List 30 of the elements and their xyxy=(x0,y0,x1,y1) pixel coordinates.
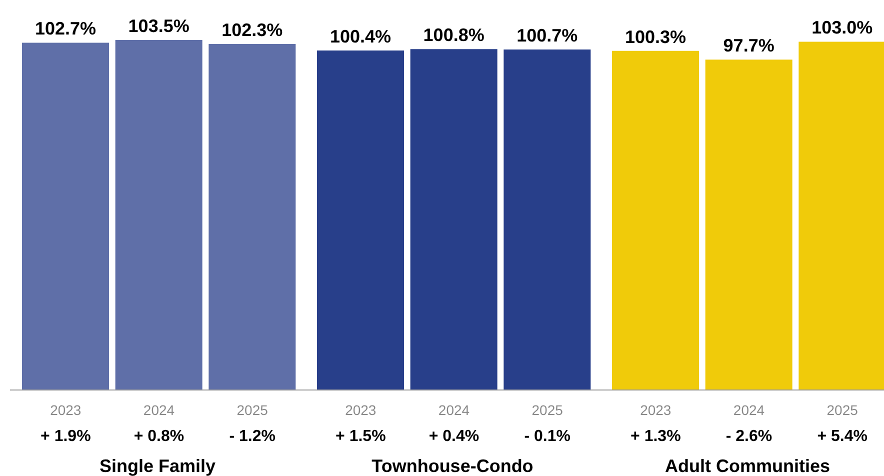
x-axis-title: Single Family xyxy=(99,456,216,476)
x-tick-label: 2024 xyxy=(438,402,470,418)
data-label: 100.4% xyxy=(330,26,392,46)
data-label: 100.8% xyxy=(423,25,484,46)
x-tick-label: 2025 xyxy=(532,402,564,418)
text: + 1.3% xyxy=(630,428,681,445)
x-tick-label: 2023 xyxy=(50,402,82,418)
data-label: 100.7% xyxy=(516,25,578,46)
text: + 5.4% xyxy=(817,428,868,445)
x-tick-label: 2025 xyxy=(826,402,858,418)
text: + 0.8% xyxy=(134,428,184,445)
text: - 2.6% xyxy=(726,428,772,445)
x-tick-label: 2023 xyxy=(640,402,672,418)
x-tick-label: 2024 xyxy=(733,402,765,418)
x-axis-title: Townhouse-Condo xyxy=(372,456,534,476)
text: - 1.2% xyxy=(229,428,276,445)
data-label: 103.5% xyxy=(128,16,190,36)
data-label: 103.0% xyxy=(812,18,873,38)
text: + 0.4% xyxy=(428,428,480,445)
data-label: 97.7% xyxy=(723,36,774,56)
x-axis-title: Adult Communities xyxy=(665,456,830,476)
x-tick-label: 2023 xyxy=(345,402,376,418)
text: + 1.5% xyxy=(336,428,386,445)
data-label: 102.7% xyxy=(34,18,96,39)
data-label: 102.3% xyxy=(222,20,283,40)
text: + 1.9% xyxy=(40,428,91,445)
x-tick-label: 2024 xyxy=(143,402,175,418)
x-tick-label: 2025 xyxy=(236,402,268,418)
text: - 0.1% xyxy=(524,428,570,445)
data-label: 100.3% xyxy=(624,26,686,47)
